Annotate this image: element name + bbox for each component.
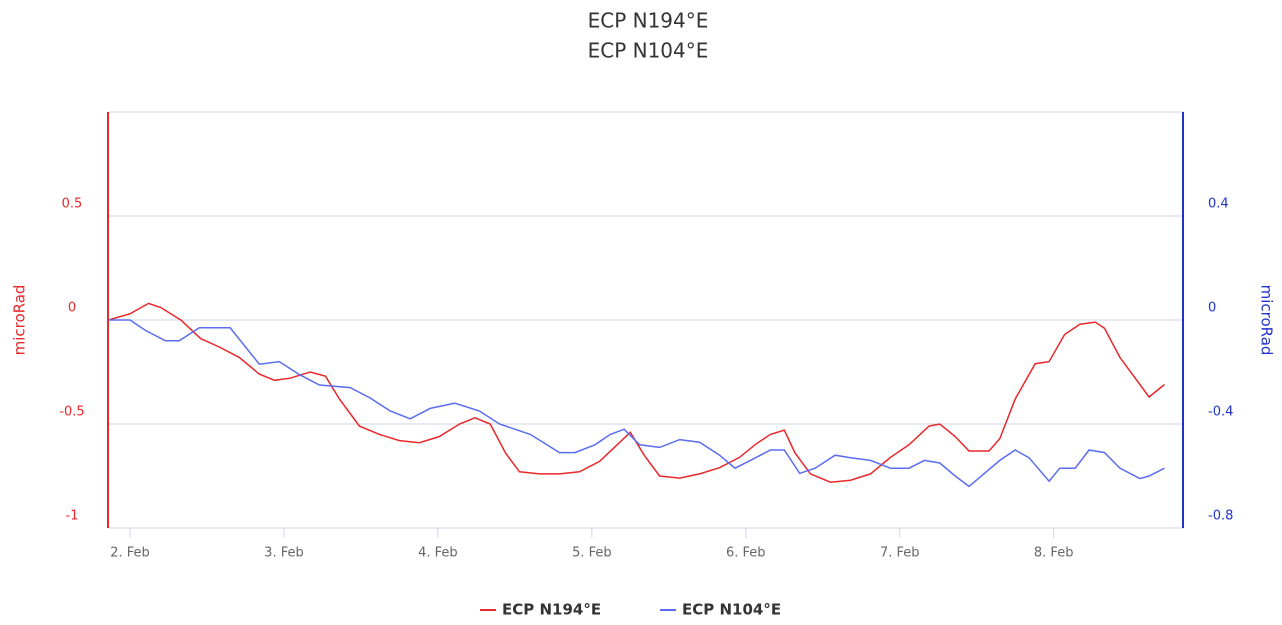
legend-label: ECP N194°E [502,601,601,619]
y-tick-label: -1 [66,509,79,524]
y2-tick-label: 0 [1208,301,1216,316]
legend-label: ECP N104°E [682,601,781,619]
y-tick-label: -0.5 [59,405,84,420]
y2-axis-title: microRad [1258,285,1276,356]
x-tick-label: 5. Feb [572,546,612,561]
y-axis-title: microRad [11,285,29,356]
x-tick-label: 8. Feb [1034,546,1074,561]
x-tick-label: 2. Feb [110,546,150,561]
y2-tick-label: 0.4 [1208,197,1229,212]
x-tick-label: 7. Feb [880,546,920,561]
x-tick-label: 4. Feb [418,546,458,561]
series-line [108,319,1165,488]
y2-tick-label: -0.8 [1208,509,1233,524]
series-line [108,302,1165,483]
chart-title: ECP N194°E [588,9,709,33]
y-tick-label: 0.5 [62,197,83,212]
x-tick-label: 3. Feb [264,546,304,561]
y2-tick-label: -0.4 [1208,405,1233,420]
chart-subtitle: ECP N104°E [588,39,709,63]
x-tick-label: 6. Feb [726,546,766,561]
y-tick-label: 0 [68,301,76,316]
